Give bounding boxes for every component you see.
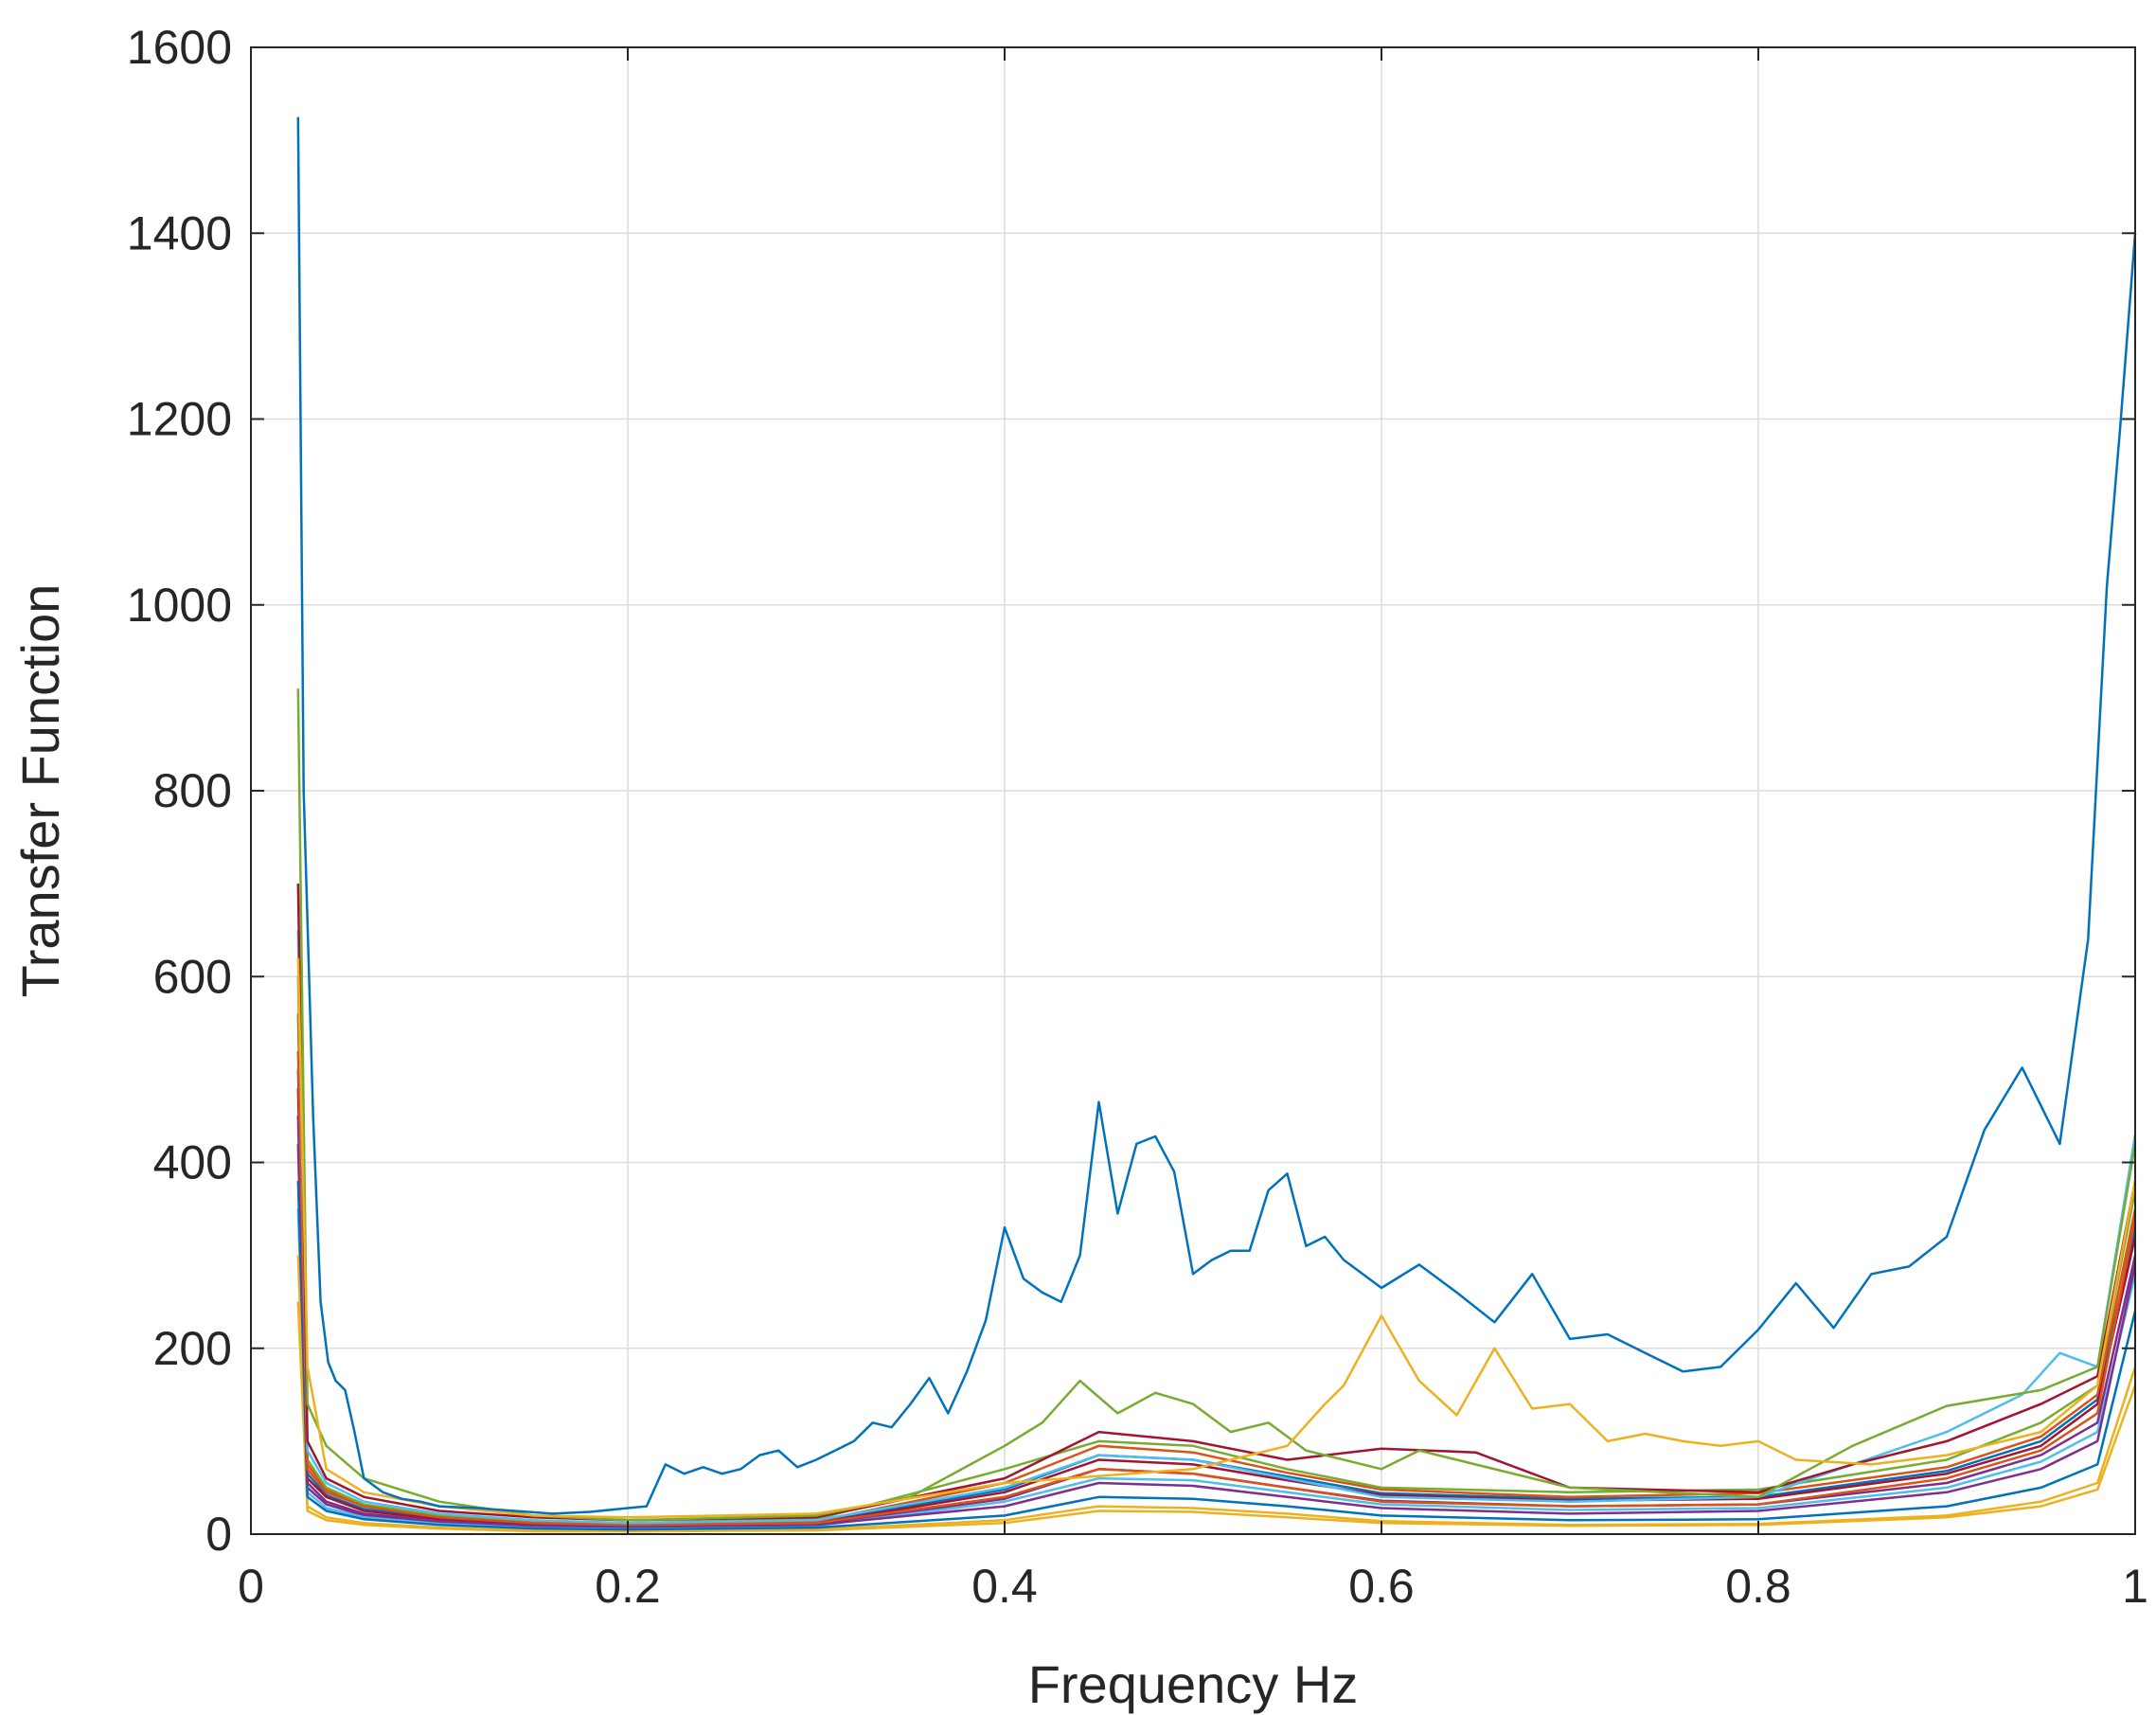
y-axis-title: Transfer Function (10, 584, 70, 998)
y-tick-label: 1200 (127, 393, 232, 446)
series-layer (296, 116, 2137, 1533)
x-tick-label: 0.2 (595, 1560, 661, 1613)
grid (251, 47, 2135, 1534)
x-tick-label: 0 (238, 1560, 264, 1613)
y-tick-label: 1400 (127, 206, 232, 259)
series-line (296, 688, 2137, 1522)
y-tick-label: 400 (153, 1136, 232, 1189)
x-tick-label: 0.4 (971, 1560, 1038, 1613)
series-line (296, 884, 2137, 1522)
series-line (296, 1087, 2137, 1527)
series-line (296, 1013, 2137, 1526)
y-tick-label: 1600 (127, 21, 232, 74)
y-tick-label: 200 (153, 1322, 232, 1375)
ticks: 0 0.2 0.4 0.6 0.8 1 0 200 400 600 800 1000 1200 1400 1… (127, 21, 2148, 1613)
series-line (296, 1050, 2137, 1527)
series-line (296, 1301, 2137, 1533)
x-tick-label: 1 (2122, 1560, 2148, 1613)
x-tick-label: 0.8 (1725, 1560, 1791, 1613)
series-line (296, 930, 2137, 1525)
series-line (296, 1143, 2137, 1529)
series-line (296, 1208, 2137, 1530)
y-tick-label: 1000 (127, 579, 232, 632)
series-line (296, 1255, 2137, 1533)
series-line (296, 1181, 2137, 1531)
y-tick-label: 800 (153, 764, 232, 817)
x-tick-label: 0.6 (1348, 1560, 1415, 1613)
y-tick-label: 600 (153, 950, 232, 1003)
series-line (296, 116, 2137, 1515)
series-line (296, 1116, 2137, 1528)
y-tick-label: 0 (205, 1508, 232, 1561)
series-line (296, 957, 2137, 1519)
series-line (296, 976, 2137, 1525)
x-axis-title: Frequency Hz (1028, 1654, 1359, 1714)
